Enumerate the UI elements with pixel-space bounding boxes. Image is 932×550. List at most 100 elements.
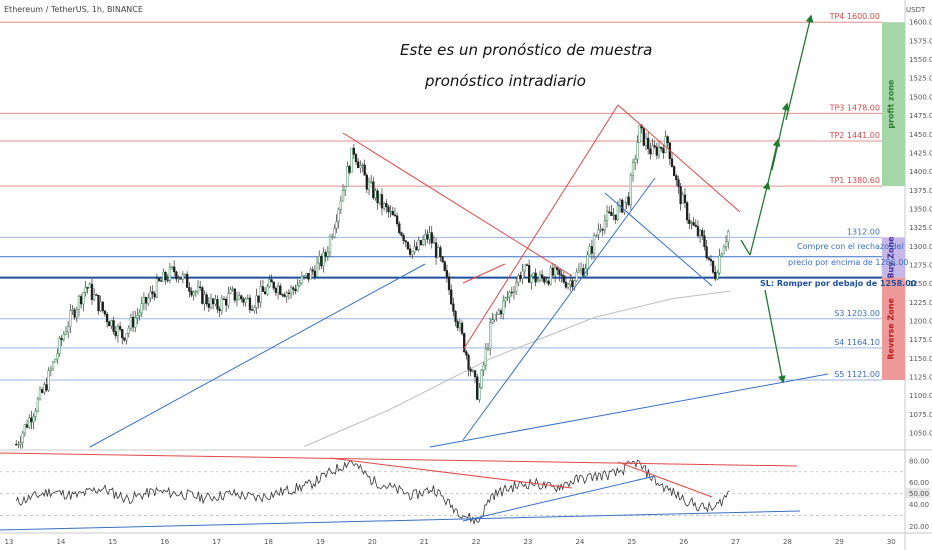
candle-body bbox=[274, 287, 278, 293]
candle-body bbox=[603, 220, 607, 231]
moving-average-line bbox=[304, 290, 730, 447]
candle-body bbox=[97, 294, 100, 312]
candle-body bbox=[229, 289, 232, 294]
candle-body bbox=[359, 165, 362, 169]
candle-body bbox=[147, 297, 150, 304]
candle-body bbox=[45, 384, 48, 391]
candle-body bbox=[233, 288, 236, 301]
candle-body bbox=[302, 275, 306, 277]
candle-body bbox=[281, 294, 284, 296]
date-tick-label: 15 bbox=[108, 538, 117, 546]
trend-line bbox=[342, 132, 573, 277]
candle-body bbox=[318, 256, 321, 264]
candle-body bbox=[140, 303, 143, 314]
annotation-line-2: pronóstico intradiario bbox=[424, 72, 586, 90]
candle-body bbox=[389, 211, 392, 213]
trend-line bbox=[429, 373, 829, 448]
candle-body bbox=[627, 196, 630, 206]
candle-body bbox=[577, 269, 581, 273]
candle-body bbox=[212, 298, 215, 305]
candle-body bbox=[571, 280, 574, 288]
candle-body bbox=[634, 159, 637, 163]
candle-body bbox=[575, 271, 578, 282]
candle-body bbox=[175, 271, 178, 280]
candle-body bbox=[417, 240, 420, 250]
candle-body bbox=[623, 202, 626, 213]
candle-body bbox=[614, 214, 617, 220]
price-tick-label: 1125.00 bbox=[909, 374, 932, 382]
candle-body bbox=[724, 241, 728, 248]
candle-body bbox=[469, 369, 472, 372]
candle-body bbox=[569, 280, 572, 285]
date-tick-label: 24 bbox=[575, 538, 584, 546]
candle-body bbox=[473, 370, 477, 378]
candle-body bbox=[47, 370, 50, 391]
price-tick-label: 1250.00 bbox=[909, 280, 932, 288]
candle-body bbox=[34, 410, 37, 417]
candle-body bbox=[618, 199, 622, 206]
candle-body bbox=[467, 354, 470, 370]
candle-body bbox=[253, 307, 256, 311]
forecast-path bbox=[740, 239, 751, 256]
candle-body bbox=[344, 186, 347, 191]
candle-body bbox=[21, 432, 24, 443]
candle-body bbox=[173, 266, 176, 273]
candle-body bbox=[538, 274, 542, 281]
candle-body bbox=[558, 269, 561, 275]
currency-label: USDT bbox=[906, 6, 926, 14]
date-tick-label: 30 bbox=[887, 538, 896, 546]
candle-body bbox=[255, 295, 258, 308]
candle-body bbox=[179, 278, 182, 280]
candle-body bbox=[644, 137, 648, 146]
candle-body bbox=[237, 295, 241, 300]
date-tick-label: 20 bbox=[368, 538, 377, 546]
candle-body bbox=[350, 147, 353, 173]
candle-body bbox=[227, 293, 230, 306]
candle-body bbox=[698, 230, 702, 237]
candle-body bbox=[421, 239, 425, 246]
candle-body bbox=[54, 358, 57, 363]
candle-body bbox=[426, 234, 429, 240]
candle-body bbox=[188, 287, 191, 292]
level-label: TP4 1600.00 bbox=[829, 12, 880, 21]
candle-body bbox=[296, 285, 299, 292]
candle-body bbox=[543, 277, 546, 283]
price-tick-label: 1200.00 bbox=[909, 318, 932, 326]
candle-body bbox=[638, 125, 641, 143]
rsi-trend-line bbox=[462, 475, 656, 522]
candle-body bbox=[164, 272, 167, 281]
candle-body bbox=[439, 247, 442, 257]
candle-body bbox=[486, 347, 490, 350]
candle-body bbox=[305, 273, 308, 276]
candle-body bbox=[506, 296, 509, 299]
candle-body bbox=[391, 211, 394, 216]
candle-body bbox=[36, 398, 40, 412]
candle-body bbox=[38, 389, 42, 400]
candle-body bbox=[432, 242, 436, 244]
forecast-arrow bbox=[764, 289, 786, 384]
candle-body bbox=[363, 164, 366, 176]
candle-body bbox=[127, 327, 130, 334]
candle-body bbox=[515, 282, 518, 293]
candle-body bbox=[90, 283, 94, 300]
price-tick-label: 1425.00 bbox=[909, 149, 932, 157]
candle-body bbox=[657, 146, 661, 156]
candle-body bbox=[95, 294, 98, 296]
candle-body bbox=[497, 310, 500, 315]
candle-body bbox=[484, 348, 488, 366]
candle-body bbox=[465, 351, 468, 356]
candle-body bbox=[298, 282, 301, 286]
price-tick-label: 1550.00 bbox=[909, 56, 932, 64]
candle-body bbox=[694, 224, 697, 227]
candle-body bbox=[272, 281, 275, 289]
buy-note-line-2: precio por encima de 1286.00 bbox=[788, 258, 908, 267]
candle-body bbox=[341, 190, 345, 202]
candle-body bbox=[378, 194, 381, 204]
candle-body bbox=[99, 301, 102, 312]
candle-body bbox=[666, 136, 669, 143]
candle-body bbox=[166, 279, 169, 281]
candle-body bbox=[114, 331, 117, 337]
